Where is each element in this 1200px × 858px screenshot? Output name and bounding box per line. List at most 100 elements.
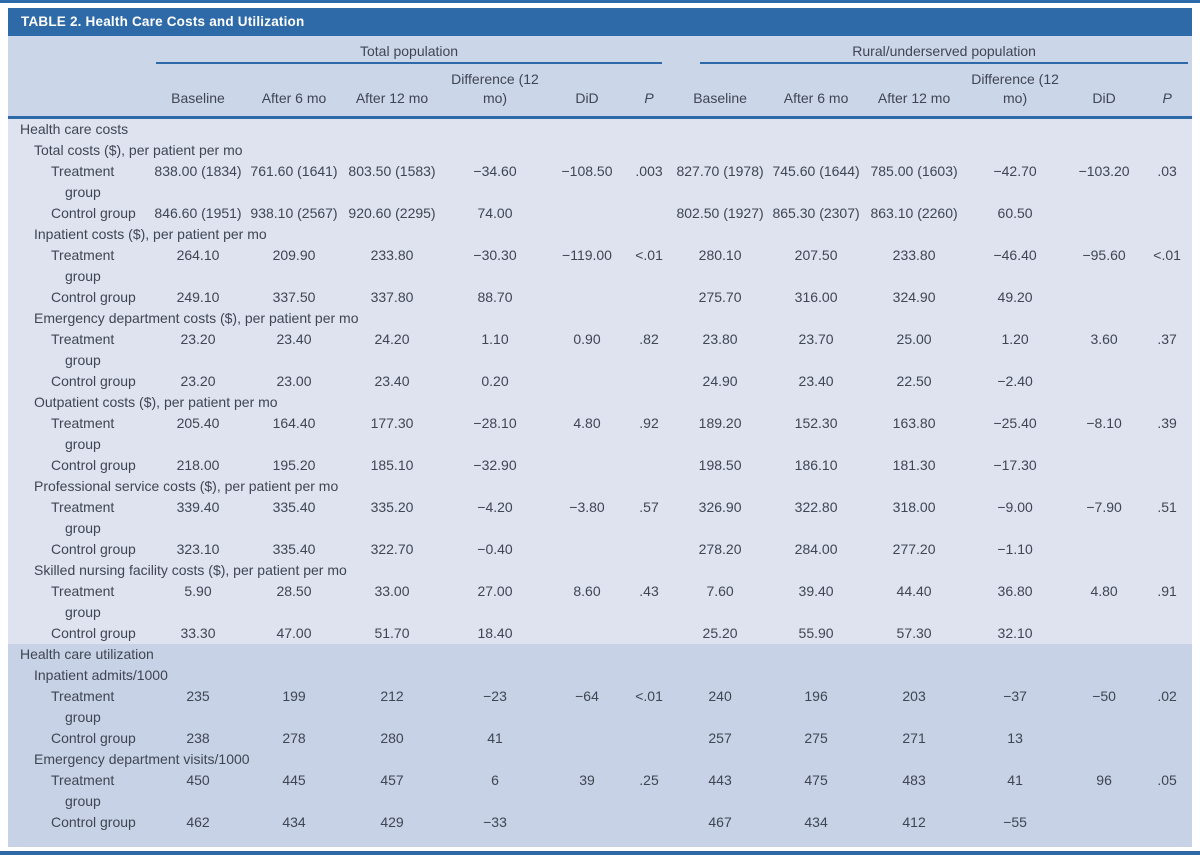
cell: 324.90 xyxy=(864,286,965,308)
cell: 429 xyxy=(342,811,442,847)
cell: 335.20 xyxy=(342,496,442,539)
cell: 23.40 xyxy=(342,370,442,392)
cell xyxy=(1142,370,1193,392)
cell: 23.70 xyxy=(768,328,865,371)
subsection-label: Total costs ($), per patient per mo xyxy=(8,139,1193,161)
cell: 196 xyxy=(768,685,865,728)
cell: .003 xyxy=(626,160,673,203)
cell: 802.50 (1927) xyxy=(672,202,769,224)
cell: 846.60 (1951) xyxy=(150,202,246,224)
cell: −7.90 xyxy=(1066,496,1143,539)
row-label: Control group xyxy=(8,202,150,224)
cell: 1.10 xyxy=(442,328,548,371)
column-header: Baseline xyxy=(672,66,769,119)
cell: 0.20 xyxy=(442,370,548,392)
cell: 1.20 xyxy=(964,328,1067,371)
data-table: Total population Rural/underserved popula… xyxy=(8,36,1193,847)
row-label: Control group xyxy=(8,538,150,560)
cell: −2.40 xyxy=(964,370,1067,392)
cell: 4.80 xyxy=(1066,580,1143,623)
cell: 280 xyxy=(342,727,442,749)
cell xyxy=(1142,811,1193,847)
column-header: Difference (12 mo) xyxy=(442,66,548,119)
cell xyxy=(626,286,673,308)
cell: .03 xyxy=(1142,160,1193,203)
cell: 57.30 xyxy=(864,622,965,644)
cell: .57 xyxy=(626,496,673,539)
header-group-row: Total population Rural/underserved popula… xyxy=(8,36,1193,66)
table-row: Treatment group 838.00 (1834) 761.60 (1641… xyxy=(8,160,1193,203)
cell: 6 xyxy=(442,769,548,812)
cell: 5.90 xyxy=(150,580,246,623)
column-header: After 6 mo xyxy=(246,66,342,119)
column-header: After 6 mo xyxy=(768,66,865,119)
table-row: Control group 249.10 337.50 337.80 88.70 275.… xyxy=(8,286,1193,308)
cell xyxy=(548,202,626,224)
cell: 238 xyxy=(150,727,246,749)
table-row: Treatment group 450 445 457 6 39.25 443 475 483 4… xyxy=(8,769,1193,812)
cell: 195.20 xyxy=(246,454,342,476)
cell: 920.60 (2295) xyxy=(342,202,442,224)
cell: 335.40 xyxy=(246,496,342,539)
table-row: Control group 33.30 47.00 51.70 18.40 25.20 55… xyxy=(8,622,1193,644)
cell: 337.50 xyxy=(246,286,342,308)
cell: −37 xyxy=(964,685,1067,728)
cell: 278 xyxy=(246,727,342,749)
cell: 23.40 xyxy=(246,328,342,371)
cell: −30.30 xyxy=(442,244,548,287)
cell xyxy=(1066,538,1143,560)
cell: 863.10 (2260) xyxy=(864,202,965,224)
cell: 326.90 xyxy=(672,496,769,539)
column-group-label: Total population xyxy=(156,43,663,64)
cell: 41 xyxy=(964,769,1067,812)
cell: 280.10 xyxy=(672,244,769,287)
cell: −119.00 xyxy=(548,244,626,287)
cell: 284.00 xyxy=(768,538,865,560)
cell xyxy=(1066,811,1143,847)
cell xyxy=(626,454,673,476)
cell: 39 xyxy=(548,769,626,812)
table-title: TABLE 2. Health Care Costs and Utilizati… xyxy=(21,14,305,29)
cell: −8.10 xyxy=(1066,412,1143,455)
cell: <.01 xyxy=(626,685,673,728)
cell: 152.30 xyxy=(768,412,865,455)
cell: 23.20 xyxy=(150,370,246,392)
cell: 278.20 xyxy=(672,538,769,560)
row-label: Treatment group xyxy=(8,496,150,539)
table-row: Treatment group 339.40 335.40 335.20 −4.20 −3… xyxy=(8,496,1193,539)
row-label: Treatment group xyxy=(8,328,150,371)
cell: 235 xyxy=(150,685,246,728)
cell: −1.10 xyxy=(964,538,1067,560)
section-row: Health care costs xyxy=(8,117,1193,140)
table-header: Total population Rural/underserved popula… xyxy=(8,36,1193,119)
cell: 164.40 xyxy=(246,412,342,455)
cell: 198.50 xyxy=(672,454,769,476)
cell: 33.30 xyxy=(150,622,246,644)
cell: 51.70 xyxy=(342,622,442,644)
cell: 462 xyxy=(150,811,246,847)
cell: 450 xyxy=(150,769,246,812)
cell: 412 xyxy=(864,811,965,847)
column-header: P xyxy=(626,66,673,119)
cell: 209.90 xyxy=(246,244,342,287)
cell: 318.00 xyxy=(864,496,965,539)
table-row: Control group 323.10 335.40 322.70 −0.40 278.… xyxy=(8,538,1193,560)
cell: 827.70 (1978) xyxy=(672,160,769,203)
cell: −25.40 xyxy=(964,412,1067,455)
cell: 434 xyxy=(246,811,342,847)
cell: −28.10 xyxy=(442,412,548,455)
cell: 745.60 (1644) xyxy=(768,160,865,203)
table-row: Treatment group 5.90 28.50 33.00 27.00 8.60.4… xyxy=(8,580,1193,623)
column-group-header: Rural/underserved population xyxy=(672,36,1193,66)
row-label: Treatment group xyxy=(8,685,150,728)
cell: 49.20 xyxy=(964,286,1067,308)
cell: 0.90 xyxy=(548,328,626,371)
cell: −9.00 xyxy=(964,496,1067,539)
cell: 203 xyxy=(864,685,965,728)
cell: <.01 xyxy=(626,244,673,287)
cell: −95.60 xyxy=(1066,244,1143,287)
cell: .82 xyxy=(626,328,673,371)
cell: 277.20 xyxy=(864,538,965,560)
table-row: Control group 238 278 280 41 257 275 271 13 xyxy=(8,727,1193,749)
cell: −23 xyxy=(442,685,548,728)
